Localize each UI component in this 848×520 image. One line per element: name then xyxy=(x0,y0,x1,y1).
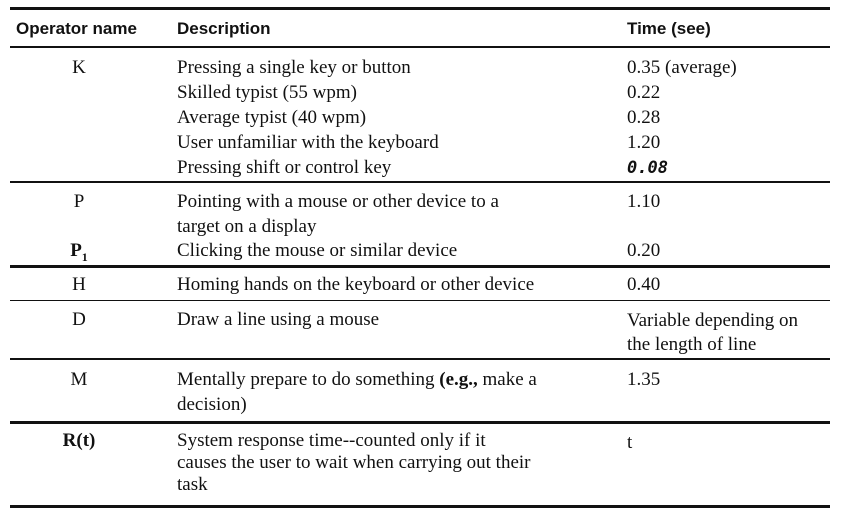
row-divider xyxy=(10,265,830,268)
time-cell: 0.40 xyxy=(627,274,661,295)
description-cell: causes the user to wait when carrying ou… xyxy=(177,452,531,473)
time-cell: the length of line xyxy=(627,334,757,355)
header-description: Description xyxy=(177,19,271,38)
description-cell: Skilled typist (55 wpm) xyxy=(177,82,357,103)
time-cell: Variable depending on xyxy=(627,310,798,331)
operator-m: M xyxy=(70,369,88,390)
time-cell: 1.10 xyxy=(627,191,661,212)
operator-d: D xyxy=(72,309,86,330)
description-cell: Clicking the mouse or similar device xyxy=(177,240,458,261)
time-cell: t xyxy=(627,432,633,453)
description-cell: Draw a line using a mouse xyxy=(177,309,380,330)
time-cell: 0.28 xyxy=(627,107,661,128)
time-cell: 1.20 xyxy=(627,132,661,153)
operator-p1: P1 xyxy=(70,240,88,264)
description-cell: System response time--counted only if it xyxy=(177,430,486,451)
description-cell: Pointing with a mouse or other device to… xyxy=(177,191,499,212)
row-divider xyxy=(10,181,830,183)
description-cell: Mentally prepare to do something (e.g., … xyxy=(177,369,537,390)
description-cell: Pressing a single key or button xyxy=(177,57,411,78)
time-cell: 0.35 (average) xyxy=(627,57,737,78)
description-cell: User unfamiliar with the keyboard xyxy=(177,132,439,153)
operator-h: H xyxy=(72,274,86,295)
description-cell: decision) xyxy=(177,394,247,415)
row-divider xyxy=(10,421,830,424)
header-time: Time (see) xyxy=(627,19,711,38)
time-cell: 0.08 xyxy=(627,158,668,178)
time-cell: 0.20 xyxy=(627,240,661,261)
row-divider xyxy=(10,300,830,301)
header-rule xyxy=(10,46,830,48)
operator-p: P xyxy=(73,191,85,212)
description-cell: Pressing shift or control key xyxy=(177,157,392,178)
time-cell: 0.22 xyxy=(627,82,661,103)
operator-rt: R(t) xyxy=(62,430,96,451)
time-cell: 1.35 xyxy=(627,369,661,390)
row-divider xyxy=(10,358,830,360)
table-top-rule xyxy=(10,7,830,10)
description-cell: task xyxy=(177,474,208,495)
table-bottom-rule xyxy=(10,505,830,508)
description-cell: Homing hands on the keyboard or other de… xyxy=(177,274,535,295)
header-operator: Operator name xyxy=(16,19,137,38)
operator-k: K xyxy=(72,57,86,78)
description-cell: target on a display xyxy=(177,216,317,237)
description-cell: Average typist (40 wpm) xyxy=(177,107,367,128)
